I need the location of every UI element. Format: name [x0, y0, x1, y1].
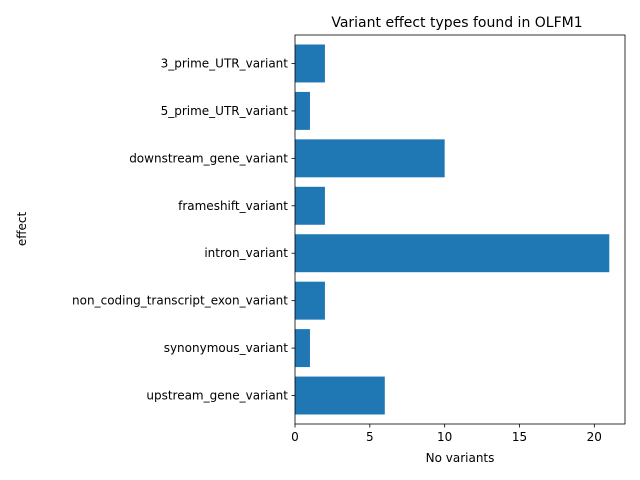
x-tick-label: 0: [291, 430, 299, 444]
y-tick-label: frameshift_variant: [178, 199, 288, 213]
y-tick-label: 3_prime_UTR_variant: [161, 56, 289, 70]
bar-synonymous_variant: [295, 329, 310, 368]
bar-5_prime_UTR_variant: [295, 91, 310, 130]
y-tick-label: non_coding_transcript_exon_variant: [72, 294, 288, 308]
y-tick-label: upstream_gene_variant: [146, 389, 288, 403]
chart-title: Variant effect types found in OLFM1: [331, 15, 582, 31]
y-tick-label: 5_prime_UTR_variant: [161, 104, 289, 118]
bar-non_coding_transcript_exon_variant: [295, 281, 325, 320]
bar-frameshift_variant: [295, 186, 325, 225]
x-tick-label: 15: [512, 430, 527, 444]
plot-frame: [294, 34, 626, 425]
x-axis-ticks: 0 5 10 15 20: [291, 424, 602, 444]
x-tick-label: 20: [587, 430, 602, 444]
y-axis-label: effect: [15, 212, 29, 247]
bar-3_prime_UTR_variant: [295, 44, 325, 83]
x-tick-label: 10: [437, 430, 452, 444]
bars-group: [295, 44, 610, 415]
y-tick-label: intron_variant: [204, 246, 288, 260]
x-tick-label: 5: [366, 430, 374, 444]
bar-intron_variant: [295, 234, 610, 273]
y-axis-ticks: 3_prime_UTR_variant 5_prime_UTR_variantdo…: [72, 56, 295, 403]
y-tick-label: synonymous_variant: [164, 341, 289, 355]
y-tick-label: downstream_gene_variant: [129, 151, 288, 165]
bar-upstream_gene_variant: [295, 376, 385, 415]
x-axis-label: No variants: [426, 451, 495, 465]
bar-downstream_gene_variant: [295, 139, 445, 178]
